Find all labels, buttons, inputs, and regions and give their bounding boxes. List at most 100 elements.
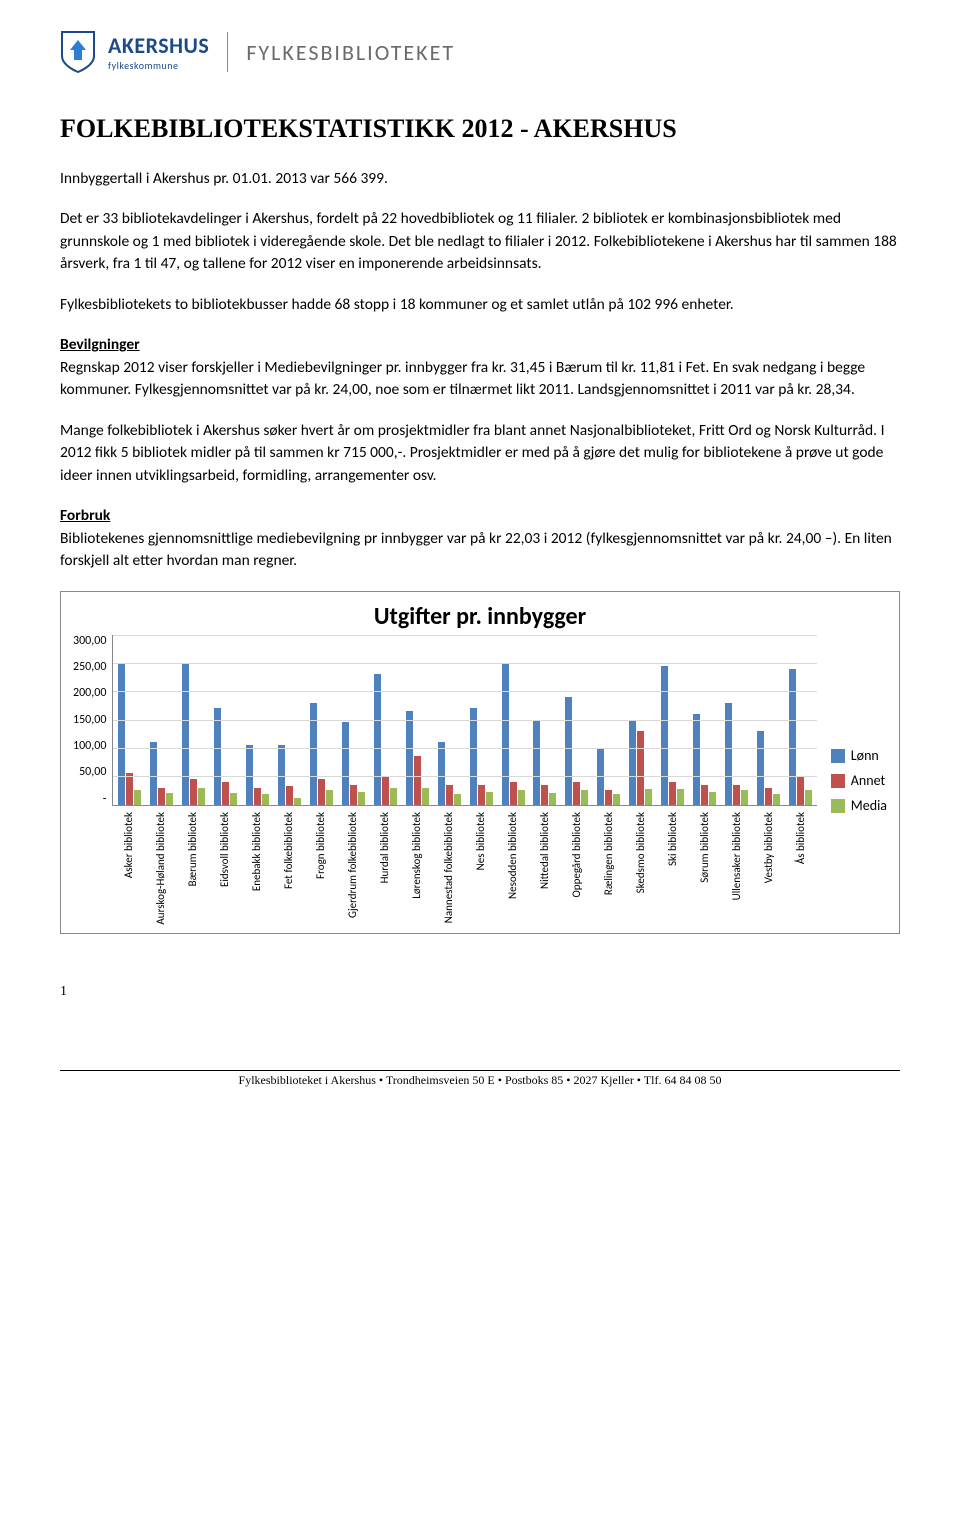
grid-line: [113, 635, 816, 636]
legend-item: Media: [831, 797, 887, 814]
chart-x-labels: Asker bibliotekAurskog-Høland bibliotekB…: [112, 812, 816, 928]
chart-y-axis: 300,00250,00200,00150,00100,0050,00-: [73, 635, 112, 805]
x-tick-label: Vestby bibliotek: [753, 812, 785, 928]
bar-group: [241, 745, 273, 805]
bar: [246, 745, 253, 805]
bar: [126, 773, 133, 804]
bar-group: [721, 703, 753, 805]
legend-label: Media: [851, 797, 887, 814]
page-number: 1: [60, 984, 900, 1000]
bar: [254, 788, 261, 805]
bar: [502, 663, 509, 805]
legend-swatch: [831, 774, 845, 788]
paragraph-1: Innbyggertall i Akershus pr. 01.01. 2013…: [60, 168, 900, 190]
bar-group: [113, 663, 145, 805]
paragraph-5: Mange folkebibliotek i Akershus søker hv…: [60, 420, 900, 487]
bar: [374, 674, 381, 804]
bar: [573, 782, 580, 805]
logo-divider: [227, 32, 228, 72]
bar: [541, 785, 548, 805]
bar: [669, 782, 676, 805]
bar: [286, 786, 293, 804]
legend-swatch: [831, 799, 845, 813]
bar: [190, 779, 197, 805]
logo-sub-text: fylkeskommune: [108, 59, 209, 72]
bar: [134, 790, 141, 804]
chart-container: Utgifter pr. innbygger 300,00250,00200,0…: [60, 591, 900, 935]
legend-label: Annet: [851, 772, 885, 789]
x-tick-label: Gjerdrum folkebibliotek: [337, 812, 369, 928]
chart-plot: [112, 635, 816, 806]
bar-group: [337, 722, 369, 804]
bar: [326, 790, 333, 804]
bar: [414, 756, 421, 804]
grid-line: [113, 720, 816, 721]
bar: [518, 790, 525, 804]
bar: [510, 782, 517, 805]
y-tick-label: 100,00: [73, 740, 106, 752]
bar-group: [529, 720, 561, 805]
bar: [318, 779, 325, 805]
bar: [382, 776, 389, 804]
bar: [677, 789, 684, 805]
bar: [150, 742, 157, 804]
bar: [446, 785, 453, 805]
forbruk-block: Forbruk Bibliotekenes gjennomsnittlige m…: [60, 505, 900, 572]
x-tick-label: Skedsmo bibliotek: [625, 812, 657, 928]
page: AKERSHUS fylkeskommune FYLKESBIBLIOTEKET…: [0, 0, 960, 1108]
bar: [470, 708, 477, 804]
bar: [773, 794, 780, 804]
bar: [310, 703, 317, 805]
bar-group: [273, 745, 305, 805]
paragraph-2: Det er 33 bibliotekavdelinger i Akershus…: [60, 208, 900, 275]
bar-group: [465, 708, 497, 804]
bar: [797, 776, 804, 804]
bar: [733, 785, 740, 805]
bar-group: [785, 669, 817, 805]
x-tick-label: Ullensaker bibliotek: [721, 812, 753, 928]
x-tick-label: Fet folkebibliotek: [272, 812, 304, 928]
bar: [725, 703, 732, 805]
paragraph-3: Fylkesbibliotekets to bibliotekbusser ha…: [60, 294, 900, 316]
x-tick-label: Ås bibliotek: [785, 812, 817, 928]
chart-legend: Lønn Annet Media: [817, 635, 887, 928]
x-tick-label: Aurskog-Høland bibliotek: [144, 812, 176, 928]
x-tick-label: Hurdal bibliotek: [369, 812, 401, 928]
y-tick-label: 300,00: [73, 635, 106, 647]
bar: [805, 790, 812, 804]
bar: [342, 722, 349, 804]
bar: [422, 788, 429, 805]
legend-item: Lønn: [831, 747, 887, 764]
bar: [406, 711, 413, 805]
legend-swatch: [831, 749, 845, 763]
bar: [262, 794, 269, 804]
grid-line: [113, 748, 816, 749]
bar: [629, 720, 636, 805]
header-logo: AKERSHUS fylkeskommune FYLKESBIBLIOTEKET: [60, 30, 900, 74]
bar-group: [657, 666, 689, 805]
bevilgninger-block: Bevilgninger Regnskap 2012 viser forskje…: [60, 334, 900, 401]
chart-plot-wrap: Asker bibliotekAurskog-Høland bibliotekB…: [112, 635, 816, 928]
x-tick-label: Nesodden bibliotek: [497, 812, 529, 928]
bar: [661, 666, 668, 805]
grid-line: [113, 776, 816, 777]
bar: [693, 714, 700, 805]
grid-line: [113, 663, 816, 664]
bar: [565, 697, 572, 805]
chart-row: 300,00250,00200,00150,00100,0050,00- Ask…: [73, 635, 887, 928]
bar-group: [753, 731, 785, 805]
bar-group: [369, 674, 401, 804]
bar: [757, 731, 764, 805]
x-tick-label: Eidsvoll bibliotek: [208, 812, 240, 928]
bar: [358, 792, 365, 804]
bar: [294, 798, 301, 805]
shield-icon: [60, 30, 96, 74]
bar: [486, 792, 493, 804]
bar-group: [401, 711, 433, 805]
x-tick-label: Enebakk bibliotek: [240, 812, 272, 928]
bar: [198, 788, 205, 805]
y-tick-label: 150,00: [73, 714, 106, 726]
legend-item: Annet: [831, 772, 887, 789]
y-tick-label: 50,00: [79, 766, 106, 778]
bar: [350, 785, 357, 805]
